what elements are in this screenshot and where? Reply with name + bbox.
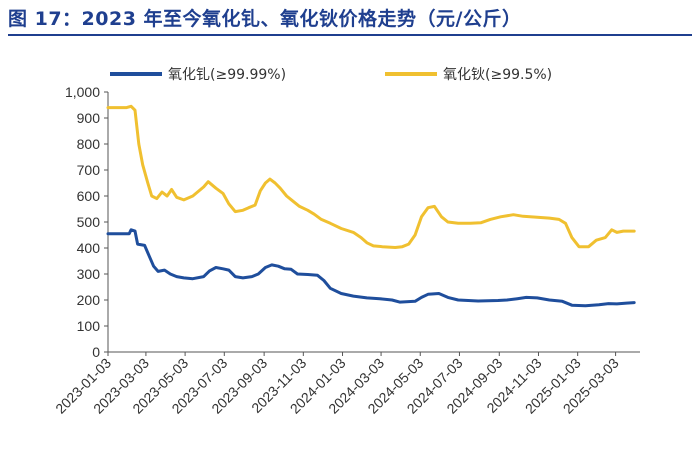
legend-label: 氧化钬(≥99.5%) <box>443 67 552 83</box>
series-lines <box>106 104 636 308</box>
series-line-gadolinium-oxide <box>106 228 636 308</box>
y-tick-label: 800 <box>77 136 101 152</box>
x-ticks: 2023-01-032023-03-032023-05-032023-07-03… <box>52 352 622 417</box>
figure-title: 图 17：2023 年至今氧化钆、氧化钬价格走势（元/公斤） <box>8 8 522 30</box>
y-tick-label: 600 <box>77 188 101 204</box>
y-tick-label: 500 <box>77 214 101 230</box>
y-tick-label: 0 <box>92 344 100 360</box>
y-tick-label: 700 <box>77 162 101 178</box>
legend-label: 氧化钆(≥99.99%) <box>168 67 286 83</box>
y-ticks: 0 100 200 300 400 500 600 700 800 900 1,000 <box>65 84 108 360</box>
y-tick-label: 100 <box>77 318 101 334</box>
title-rule <box>8 34 692 36</box>
series-line-holmium-oxide <box>106 104 636 249</box>
y-tick-label: 1,000 <box>65 84 100 100</box>
y-tick-label: 900 <box>77 110 101 126</box>
y-tick-label: 300 <box>77 266 101 282</box>
y-tick-label: 400 <box>77 240 101 256</box>
y-tick-label: 200 <box>77 292 101 308</box>
axes <box>107 92 640 353</box>
legend: 氧化钆(≥99.99%) 氧化钬(≥99.5%) <box>110 67 552 83</box>
